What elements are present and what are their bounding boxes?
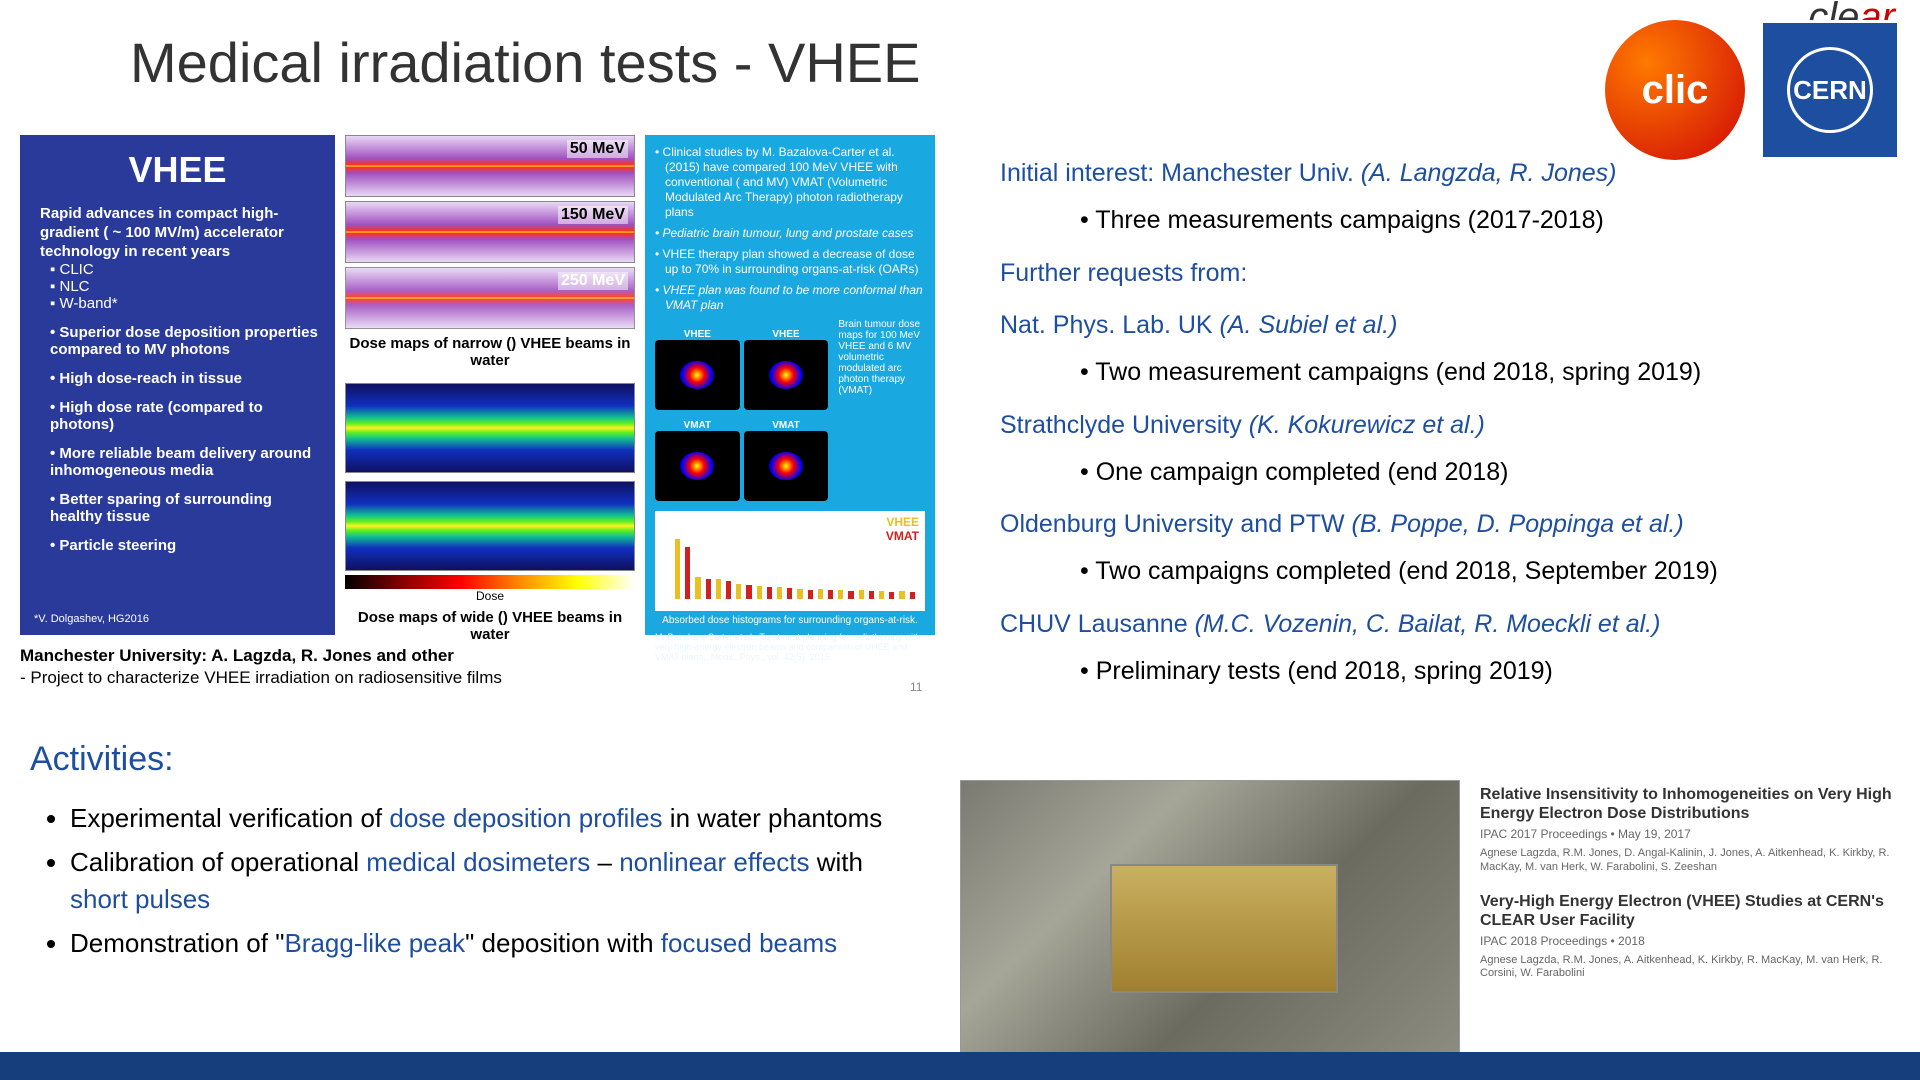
vhee-ref: *V. Dolgashev, HG2016 (34, 613, 149, 625)
brain-vmat-1 (655, 431, 740, 501)
narrow-caption: Dose maps of narrow () VHEE beams in wat… (345, 335, 635, 369)
cyan-panel: Clinical studies by M. Bazalova-Carter e… (645, 135, 935, 635)
colorbar-label: Dose (345, 589, 635, 603)
experiment-photo (960, 780, 1460, 1060)
dosemap-wide-1 (345, 383, 635, 473)
dosemap-50-label: 50 MeV (567, 140, 628, 158)
brain-row-1: VHEE VHEE (655, 327, 828, 410)
pub-1-title: Very-High Energy Electron (VHEE) Studies… (1480, 892, 1910, 930)
brain-vhee-2 (744, 340, 829, 410)
vhee-sub-2: W-band* (50, 295, 321, 312)
pub-1-auth: Agnese Lagzda, R.M. Jones, A. Aitkenhead… (1480, 954, 1910, 980)
brain-lbl-vmat1: VMAT (655, 420, 740, 431)
group-3-item: Preliminary tests (end 2018, spring 2019… (1080, 652, 1880, 691)
activity-0: Experimental verification of dose deposi… (70, 800, 910, 838)
vhee-points: Superior dose deposition properties comp… (40, 324, 321, 554)
group-2-item: Two campaigns completed (end 2018, Septe… (1080, 552, 1880, 591)
activities-list: Experimental verification of dose deposi… (40, 800, 910, 969)
hist-legend-vhee: VHEE (886, 515, 919, 529)
activity-1: Calibration of operational medical dosim… (70, 844, 910, 919)
colorbar (345, 575, 635, 589)
brain-lbl-vhee1: VHEE (655, 329, 740, 340)
credit-l2: - Project to characterize VHEE irradiati… (20, 668, 502, 687)
vhee-lead: Rapid advances in compact high-gradient … (40, 205, 321, 261)
vhee-sublist: CLIC NLC W-band* (40, 261, 321, 312)
dosemap-250-label: 250 MeV (558, 272, 628, 290)
activities-heading: Activities: (30, 740, 174, 779)
activity-2: Demonstration of "Bragg-like peak" depos… (70, 925, 910, 963)
group-1: Strathclyde University (K. Kokurewicz et… (1000, 406, 1880, 445)
publications: Relative Insensitivity to Inhomogeneitie… (1480, 785, 1910, 999)
brain-vmat-2 (744, 431, 829, 501)
vhee-pt-2: High dose rate (compared to photons) (50, 399, 321, 433)
group-0: Nat. Phys. Lab. UK (A. Subiel et al.) (1000, 306, 1880, 345)
hist-caption: Absorbed dose histograms for surrounding… (655, 615, 925, 626)
vhee-pt-5: Particle steering (50, 537, 321, 554)
group-0-item: Two measurement campaigns (end 2018, spr… (1080, 353, 1880, 392)
page-number: 11 (910, 680, 922, 694)
cyan-bullets: Clinical studies by M. Bazalova-Carter e… (655, 145, 925, 313)
right-column: Initial interest: Manchester Univ. (A. L… (1000, 140, 1880, 694)
pub-0-title: Relative Insensitivity to Inhomogeneitie… (1480, 785, 1910, 823)
vhee-panel: VHEE Rapid advances in compact high-grad… (20, 135, 335, 635)
brain-lbl-vmat2: VMAT (744, 420, 829, 431)
wide-caption: Dose maps of wide () VHEE beams in water (345, 609, 635, 643)
logo-clic: clic (1605, 20, 1745, 160)
logo-cern-text: CERN (1793, 75, 1867, 106)
cyan-b-2: VHEE therapy plan showed a decrease of d… (655, 247, 925, 277)
vhee-pt-3: More reliable beam delivery around inhom… (50, 445, 321, 479)
cyan-b-1: Pediatric brain tumour, lung and prostat… (655, 226, 925, 241)
logo-cern: CERN (1760, 20, 1900, 160)
image-credit: Manchester University: A. Lagzda, R. Jon… (20, 645, 502, 689)
vhee-sub-1: NLC (50, 278, 321, 295)
vhee-pt-1: High dose-reach in tissue (50, 370, 321, 387)
vhee-pt-0: Superior dose deposition properties comp… (50, 324, 321, 358)
group-3: CHUV Lausanne (M.C. Vozenin, C. Bailat, … (1000, 605, 1880, 644)
pub-0-meta: IPAC 2017 Proceedings • May 19, 2017 (1480, 827, 1910, 841)
pub-1-meta: IPAC 2018 Proceedings • 2018 (1480, 934, 1910, 948)
dosemap-50: 50 MeV (345, 135, 635, 197)
initial-item: Three measurements campaigns (2017-2018) (1080, 201, 1880, 240)
dosemap-150: 150 MeV (345, 201, 635, 263)
credit-l1: Manchester University: A. Lagzda, R. Jon… (20, 646, 454, 665)
vhee-heading: VHEE (34, 149, 321, 191)
vhee-pt-4: Better sparing of surrounding healthy ti… (50, 491, 321, 525)
pub-0-auth: Agnese Lagzda, R.M. Jones, D. Angal-Kali… (1480, 847, 1910, 873)
dosemap-250: 250 MeV (345, 267, 635, 329)
dosemap-150-label: 150 MeV (558, 206, 628, 224)
histogram-box: VHEE VMAT (655, 511, 925, 611)
logo-row: clic CERN (1605, 20, 1900, 160)
vhee-sub-0: CLIC (50, 261, 321, 278)
brain-sidedesc: Brain tumour dose maps for 100 MeV VHEE … (834, 319, 925, 501)
brain-lbl-vhee2: VHEE (744, 329, 829, 340)
dosemap-wide-2 (345, 481, 635, 571)
brain-vhee-1 (655, 340, 740, 410)
cyan-b-3: VHEE plan was found to be more conformal… (655, 283, 925, 313)
brain-row-2: VMAT VMAT (655, 418, 828, 501)
cyan-reference: M. Bazalova-Carter et al., Treatment pla… (655, 632, 925, 662)
further-requests: Further requests from: (1000, 254, 1880, 293)
group-2: Oldenburg University and PTW (B. Poppe, … (1000, 505, 1880, 544)
page-title: Medical irradiation tests - VHEE (130, 30, 921, 95)
footer-bar (0, 1052, 1920, 1080)
group-1-item: One campaign completed (end 2018) (1080, 453, 1880, 492)
cyan-b-0: Clinical studies by M. Bazalova-Carter e… (655, 145, 925, 220)
dosemap-column: 50 MeV 150 MeV 250 MeV Dose maps of narr… (345, 135, 635, 657)
hist-bars (675, 539, 915, 599)
initial-interest: Initial interest: Manchester Univ. (A. L… (1000, 154, 1880, 193)
